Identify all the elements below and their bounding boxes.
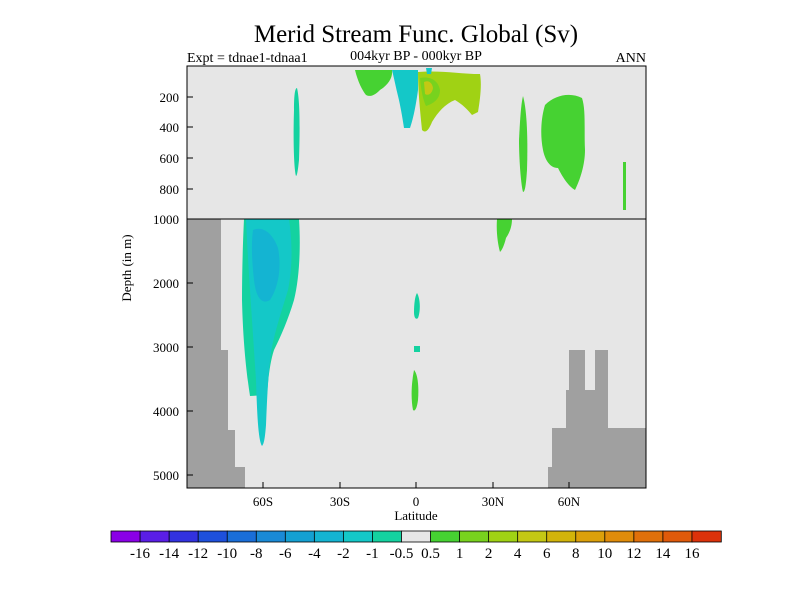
chart-title: Merid Stream Func. Global (Sv) [254,21,578,48]
region-arctic-green-sliver [623,162,626,210]
colorbar-label: -14 [159,546,179,562]
colorbar-swatch [401,530,432,543]
y-tick-label: 3000 [153,340,179,355]
y-tick-label: 600 [160,151,180,166]
colorbar-label: -4 [308,546,321,562]
colorbar-swatch [110,530,141,543]
region-sh-thin-teal-upper [293,88,300,176]
colorbar-label: 12 [626,546,641,562]
region-nh-thin-green-upper [519,96,528,192]
season-label: ANN [616,51,646,66]
colorbar-swatch [488,530,519,543]
colorbar-label: 8 [572,546,580,562]
bathymetry-antarctic [187,219,245,488]
colorbar-swatch [459,530,490,543]
lower-panel-contours [187,219,646,488]
x-axis-label: Latitude [394,508,438,523]
y-tick-label: 800 [160,182,180,197]
colorbar-swatch [662,530,693,543]
region-deep-green-blob [411,370,419,411]
region-mid-teal-blob-1 [414,293,420,319]
colorbar-swatch [197,530,228,543]
y-tick-label: 1000 [153,212,179,227]
x-tick-label: 0 [413,494,420,509]
colorbar-swatch [168,530,199,543]
x-tick-label: 60S [253,494,273,509]
colorbar-swatch [517,530,548,543]
time-range-label: 004kyr BP - 000kyr BP [350,49,482,64]
upper-panel-contours [293,68,626,210]
region-mid-teal-blob-2 [414,346,420,352]
colorbar-swatch [342,530,374,543]
colorbar-label: -10 [217,546,237,562]
colorbar: -16 -14 -12 -10 -8 -6 -4 -2 -1 -0.5 0.5 1 2 4 6 8 10 12 14… [110,530,722,562]
y-tick-label: 200 [160,90,180,105]
colorbar-swatch [546,530,577,543]
y-axis-label: Depth (in m) [119,234,134,301]
colorbar-swatch [575,530,606,543]
bathymetry-arctic-ridge [548,350,646,488]
colorbar-label: 6 [543,546,551,562]
region-southern-ocean-blue-core [251,228,280,302]
colorbar-label: 2 [485,546,493,562]
x-tick-label: 30S [330,494,350,509]
colorbar-label: -2 [337,546,350,562]
colorbar-label: 4 [514,546,522,562]
x-tick-label: 60N [558,494,581,509]
y-tick-label: 5000 [153,468,179,483]
colorbar-label: -0.5 [390,546,414,562]
region-equatorial-yellow-core [424,81,433,95]
colorbar-label: -6 [279,546,292,562]
colorbar-swatch [604,530,635,543]
y-tick-label: 4000 [153,404,179,419]
colorbar-label: 16 [684,546,700,562]
colorbar-swatch [226,530,257,543]
region-tropical-green-left [355,70,393,96]
upper-y-axis: 200 400 600 800 1000 [153,90,193,227]
colorbar-label: 1 [456,546,464,562]
colorbar-swatch [284,530,316,543]
colorbar-swatch [430,530,461,543]
y-tick-label: 2000 [153,276,179,291]
colorbar-label: -12 [188,546,208,562]
x-tick-label: 30N [482,494,505,509]
lower-y-axis: 2000 3000 4000 5000 [153,276,193,483]
region-nh-green-lower [496,219,512,252]
colorbar-swatch [633,530,664,543]
colorbar-swatch [255,530,286,543]
experiment-label: Expt = tdnae1-tdnaa1 [187,51,308,66]
colorbar-label: -16 [130,546,150,562]
colorbar-swatch [372,530,403,543]
colorbar-label: 14 [655,546,671,562]
x-axis: 60S 30S 0 30N 60N [253,482,581,509]
y-tick-label: 400 [160,120,180,135]
colorbar-swatch [691,530,722,543]
region-tropical-cyan-upper [392,70,418,128]
region-equatorial-cyan-tip [426,68,432,74]
colorbar-label: 0.5 [421,546,440,562]
colorbar-label: -8 [250,546,263,562]
region-north-atlantic-green-upper [541,94,585,190]
colorbar-label: 10 [597,546,612,562]
colorbar-label: -1 [366,546,379,562]
colorbar-swatch [139,530,170,543]
colorbar-swatch [313,530,345,543]
